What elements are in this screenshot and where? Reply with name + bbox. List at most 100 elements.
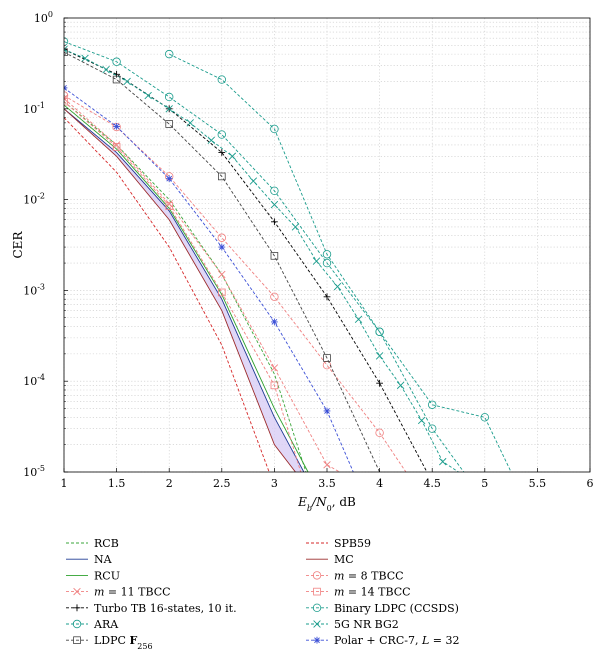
series-rcu xyxy=(64,104,309,472)
y-tick-label: 10-1 xyxy=(23,101,45,116)
x-tick-label: 4.5 xyxy=(423,477,441,490)
data-point-ara xyxy=(164,92,174,102)
data-point-m-14-tbcc xyxy=(217,288,226,297)
legend-memory-symbol: m xyxy=(334,569,344,582)
legend-entry-binary-ldpc-ccsds: Binary LDPC (CCSDS) xyxy=(306,602,459,615)
legend-label: m = 11 TBCC xyxy=(94,586,171,599)
data-point-polar-crc-7-l-32 xyxy=(165,175,173,183)
legend-entry-na: NA xyxy=(66,553,113,566)
y-tick-label: 10-5 xyxy=(23,464,45,479)
series-line-ara xyxy=(64,41,465,472)
data-point-binary-ldpc-ccsds xyxy=(164,49,174,59)
x-tick-label: 3.5 xyxy=(318,477,336,490)
legend-label: 5G NR BG2 xyxy=(334,618,399,631)
x-tick-label: 2.5 xyxy=(213,477,231,490)
data-point-ldpc-f256 xyxy=(217,172,226,181)
legend-text: LDPC xyxy=(94,634,129,647)
data-point-5g-nr-bg2 xyxy=(123,77,131,86)
series-mc xyxy=(64,108,296,472)
data-point-polar-crc-7-l-32 xyxy=(218,243,226,251)
data-point-ara xyxy=(375,327,384,336)
data-point-m-8-tbcc xyxy=(270,292,279,302)
legend-label: RCU xyxy=(94,569,120,582)
data-point-5g-nr-bg2 xyxy=(270,200,279,209)
x-tick-label: 6 xyxy=(587,477,594,490)
series-line-m-11-tbcc xyxy=(64,98,340,472)
legend-text: 5G NR BG2 xyxy=(334,618,399,631)
data-point-ldpc-f256 xyxy=(323,354,331,362)
data-point-5g-nr-bg2 xyxy=(186,119,194,127)
series-line-na xyxy=(64,108,305,472)
y-tick-label: 100 xyxy=(34,10,53,25)
series-m-14-tbcc xyxy=(64,97,302,472)
data-point-5g-nr-bg2 xyxy=(312,257,321,265)
data-point-5g-nr-bg2 xyxy=(228,152,237,160)
data-point-5g-nr-bg2 xyxy=(396,381,405,390)
legend-memory-symbol: m xyxy=(94,586,104,599)
x-axis-label-e: E xyxy=(297,495,307,509)
data-point-5g-nr-bg2 xyxy=(291,223,300,231)
data-point-turbo-tb-16-states-10-it xyxy=(64,46,68,53)
legend-swatch-marker xyxy=(73,587,81,596)
legend-text: SPB59 xyxy=(334,537,371,550)
legend-entry-ldpc-f256: LDPC F256 xyxy=(66,634,153,651)
x-tick-label: 3 xyxy=(271,477,278,490)
y-tick-exp: 0 xyxy=(48,10,53,19)
y-tick-exp: -5 xyxy=(37,464,45,473)
y-tick-exp: -3 xyxy=(37,282,45,291)
series-polar-crc-7-l-32 xyxy=(64,84,354,472)
legend-swatch-marker xyxy=(73,604,81,612)
legend-swatch-marker xyxy=(313,587,321,596)
data-point-m-8-tbcc xyxy=(217,233,226,242)
x-tick-label: 4 xyxy=(376,477,383,490)
y-tick-base: 10 xyxy=(23,284,37,297)
series-binary-ldpc-ccsds xyxy=(164,49,512,472)
x-axis-label-n: /N xyxy=(311,495,327,509)
legend-text: MC xyxy=(334,553,354,566)
legend-entry-rcu: RCU xyxy=(66,569,120,582)
series-ldpc-f256 xyxy=(64,48,381,472)
y-tick-label: 10-2 xyxy=(23,192,45,207)
data-point-m-11-tbcc xyxy=(270,364,279,372)
data-point-ldpc-f256 xyxy=(64,48,68,57)
grid xyxy=(63,18,591,473)
series-line-rcu xyxy=(64,104,309,472)
y-tick-base: 10 xyxy=(23,194,37,207)
legend-label: MC xyxy=(334,553,354,566)
data-point-binary-ldpc-ccsds xyxy=(217,75,226,84)
legend-entry-ara: ARA xyxy=(66,618,119,631)
x-tick-label: 5.5 xyxy=(529,477,547,490)
x-axis-label-unit: , dB xyxy=(332,495,356,509)
legend-text: NA xyxy=(94,553,113,566)
series-line-binary-ldpc-ccsds xyxy=(169,53,512,472)
data-point-ldpc-f256 xyxy=(270,252,279,260)
legend-text: RCB xyxy=(94,537,119,550)
legend-text-rest: = 32 xyxy=(429,634,459,647)
y-tick-base: 10 xyxy=(34,12,48,25)
na-mc-band xyxy=(64,108,304,472)
series-line-m-8-tbcc xyxy=(64,95,407,472)
legend-entry-mc: MC xyxy=(306,553,354,566)
data-point-5g-nr-bg2 xyxy=(102,65,110,74)
legend-text: RCU xyxy=(94,569,120,582)
series-5g-nr-bg2 xyxy=(64,45,459,472)
data-point-5g-nr-bg2 xyxy=(144,91,152,100)
legend-text-rest: = 8 TBCC xyxy=(344,569,403,582)
legend-list-size-symbol: L xyxy=(421,634,429,647)
data-point-turbo-tb-16-states-10-it xyxy=(323,293,331,301)
legend-entry-turbo-tb-16-states-10-it: Turbo TB 16-states, 10 it. xyxy=(66,602,237,615)
data-point-m-11-tbcc xyxy=(112,141,121,149)
series-line-m-14-tbcc xyxy=(64,101,302,472)
legend-label: LDPC F256 xyxy=(94,634,153,651)
data-point-5g-nr-bg2 xyxy=(64,45,68,54)
data-point-m-11-tbcc xyxy=(64,94,68,103)
series-turbo-tb-16-states-10-it xyxy=(64,46,428,472)
series-rcb xyxy=(64,101,307,472)
series-line-rcb xyxy=(64,101,307,472)
legend-swatch-marker xyxy=(313,620,321,628)
data-point-m-11-tbcc xyxy=(165,200,173,208)
legend-entry-rcb: RCB xyxy=(66,537,119,550)
data-point-turbo-tb-16-states-10-it xyxy=(271,218,278,226)
